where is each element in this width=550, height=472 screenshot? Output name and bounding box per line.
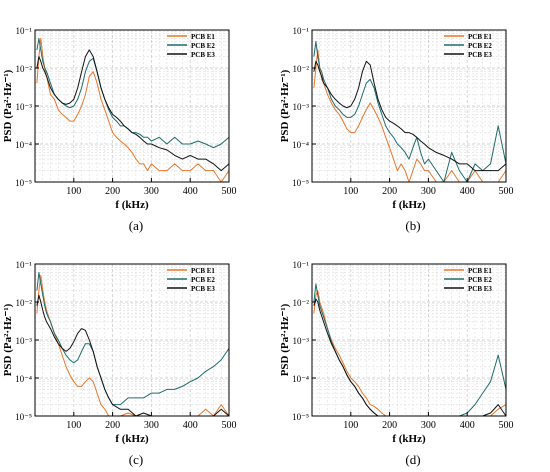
y-tick-label: 10⁻⁴ — [15, 140, 32, 150]
legend-label-1: PCB E1 — [468, 33, 492, 41]
series-line-3 — [313, 298, 507, 417]
y-axis-label: PSD (Pa²·Hz⁻¹) — [279, 303, 291, 376]
x-axis-label: f (kHz) — [115, 199, 149, 211]
chart-panel-a: 100 200 300 400 500 10⁻⁵ 10⁻⁴ 10⁻³ 10⁻² 10⁻¹ f (kH… — [2, 26, 237, 211]
panel-caption-b: (b) — [405, 218, 421, 233]
legend-label-2: PCB E2 — [468, 276, 492, 284]
y-tick-label: 10⁻³ — [293, 336, 310, 346]
x-tick-label: 200 — [105, 420, 120, 431]
x-tick-label: 500 — [222, 420, 237, 431]
x-tick-label: 200 — [105, 186, 120, 197]
x-axis-label: f (kHz) — [115, 433, 149, 445]
x-axis-label: f (kHz) — [392, 433, 426, 445]
y-tick-label: 10⁻² — [293, 298, 310, 308]
y-tick-label: 10⁻⁵ — [15, 412, 32, 422]
y-tick-label: 10⁻² — [16, 298, 33, 308]
x-tick-label: 500 — [222, 186, 237, 197]
y-tick-label: 10⁻⁵ — [292, 412, 309, 422]
y-tick-label: 10⁻⁵ — [15, 178, 32, 188]
y-tick-label: 10⁻³ — [293, 102, 310, 112]
panel-caption-a: (a) — [128, 218, 144, 233]
y-axis-label: PSD (Pa²·Hz⁻¹) — [279, 69, 291, 142]
series-line-1 — [313, 49, 507, 183]
y-tick-label: 10⁻⁴ — [15, 374, 32, 384]
y-axis-label: PSD (Pa²·Hz⁻¹) — [2, 303, 14, 376]
y-tick-label: 10⁻³ — [16, 336, 33, 346]
x-axis-label: f (kHz) — [392, 199, 426, 211]
y-tick-label: 10⁻¹ — [293, 260, 310, 270]
legend-label-2: PCB E2 — [191, 42, 215, 50]
legend-label-1: PCB E1 — [191, 33, 215, 41]
x-tick-label: 300 — [144, 186, 159, 197]
y-tick-label: 10⁻³ — [16, 102, 33, 112]
legend-label-2: PCB E2 — [191, 276, 215, 284]
legend-label-1: PCB E1 — [468, 267, 492, 275]
series-line-3 — [36, 49, 230, 172]
x-tick-label: 500 — [499, 186, 514, 197]
x-tick-label: 200 — [382, 420, 397, 431]
y-tick-label: 10⁻¹ — [16, 260, 33, 270]
y-tick-label: 10⁻² — [16, 64, 33, 74]
chart-panel-c: 100 200 300 400 500 10⁻⁵ 10⁻⁴ 10⁻³ 10⁻² 10⁻¹ f (kH… — [2, 260, 237, 445]
x-tick-label: 100 — [343, 186, 358, 197]
panel-caption-c: (c) — [128, 452, 144, 467]
y-tick-label: 10⁻⁴ — [292, 374, 309, 384]
y-axis-label: PSD (Pa²·Hz⁻¹) — [2, 69, 14, 142]
series-line-3 — [313, 60, 507, 172]
legend-label-2: PCB E2 — [468, 42, 492, 50]
y-tick-label: 10⁻⁴ — [292, 140, 309, 150]
x-tick-label: 100 — [66, 420, 81, 431]
x-tick-label: 300 — [421, 186, 436, 197]
x-tick-label: 100 — [343, 420, 358, 431]
x-tick-label: 300 — [144, 420, 159, 431]
panel-caption-d: (d) — [405, 452, 421, 467]
x-tick-label: 400 — [460, 186, 475, 197]
legend-label-3: PCB E3 — [468, 51, 492, 59]
series-line-1 — [313, 290, 507, 417]
chart-panel-b: 100 200 300 400 500 10⁻⁵ 10⁻⁴ 10⁻³ 10⁻² 10⁻¹ f (kH… — [279, 26, 514, 211]
series-line-1 — [36, 37, 230, 183]
y-tick-label: 10⁻² — [293, 64, 310, 74]
legend-label-3: PCB E3 — [191, 285, 215, 293]
x-tick-label: 200 — [382, 186, 397, 197]
x-tick-label: 400 — [460, 420, 475, 431]
y-tick-label: 10⁻¹ — [293, 26, 310, 36]
y-tick-label: 10⁻¹ — [16, 26, 33, 36]
chart-panel-d: 100 200 300 400 500 10⁻⁵ 10⁻⁴ 10⁻³ 10⁻² 10⁻¹ f (kH… — [279, 260, 514, 445]
legend-label-1: PCB E1 — [191, 267, 215, 275]
series-line-2 — [313, 40, 507, 183]
x-tick-label: 100 — [66, 186, 81, 197]
legend-label-3: PCB E3 — [468, 285, 492, 293]
x-tick-label: 300 — [421, 420, 436, 431]
legend-label-3: PCB E3 — [191, 51, 215, 59]
y-tick-label: 10⁻⁵ — [292, 178, 309, 188]
x-tick-label: 500 — [499, 420, 514, 431]
x-tick-label: 400 — [183, 186, 198, 197]
x-tick-label: 400 — [183, 420, 198, 431]
